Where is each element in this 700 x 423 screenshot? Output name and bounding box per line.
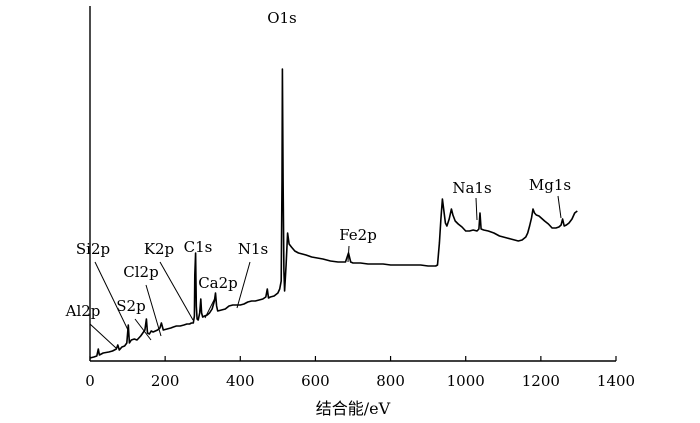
x-tick-label: 0 xyxy=(85,372,95,390)
x-tick-label: 1400 xyxy=(597,372,635,390)
peak-label-k2p: K2p xyxy=(144,240,174,258)
axes xyxy=(89,6,616,362)
x-ticks xyxy=(89,356,617,361)
peak-label-o1s: O1s xyxy=(267,9,297,27)
peak-label-mg1s: Mg1s xyxy=(529,176,571,194)
peak-label-ca2p: Ca2p xyxy=(198,274,238,292)
peak-label-si2p: Si2p xyxy=(76,240,110,258)
peak-leader-mg1s xyxy=(557,195,562,219)
x-axis-title: 结合能/eV xyxy=(316,399,391,418)
peak-leader-k2p xyxy=(159,261,194,321)
x-tick-label: 1200 xyxy=(522,372,560,390)
peak-label-fe2p: Fe2p xyxy=(339,226,377,244)
peak-leader-al2p xyxy=(89,323,117,349)
peak-leader-ca2p xyxy=(204,295,217,319)
x-tick-label: 800 xyxy=(376,372,405,390)
peak-labels: O1s Fe2p Na1s Mg1s Si2p K2p C1s N1s Cl2p Ca2p S2p A… xyxy=(65,9,571,320)
x-tick-label: 200 xyxy=(151,372,180,390)
peak-label-cl2p: Cl2p xyxy=(123,263,158,281)
peak-label-na1s: Na1s xyxy=(452,179,491,197)
peak-leader-si2p xyxy=(94,261,129,331)
peak-leader-cl2p xyxy=(145,284,162,337)
spectrum-line xyxy=(89,68,578,359)
peak-label-s2p: S2p xyxy=(116,297,145,315)
x-tick-label: 600 xyxy=(301,372,330,390)
peak-leader-fe2p xyxy=(347,245,350,263)
x-tick-label: 400 xyxy=(226,372,255,390)
peak-label-c1s: C1s xyxy=(184,238,213,256)
peak-leader-lines xyxy=(89,195,562,349)
x-tick-labels: 0 200 400 600 800 1000 1200 1400 xyxy=(85,372,635,390)
x-tick-label: 1000 xyxy=(447,372,485,390)
peak-label-al2p: Al2p xyxy=(65,302,101,320)
peak-leader-s2p xyxy=(134,318,152,341)
peak-label-n1s: N1s xyxy=(238,240,268,258)
peak-leader-na1s xyxy=(475,197,478,221)
peak-leader-n1s xyxy=(236,261,251,309)
